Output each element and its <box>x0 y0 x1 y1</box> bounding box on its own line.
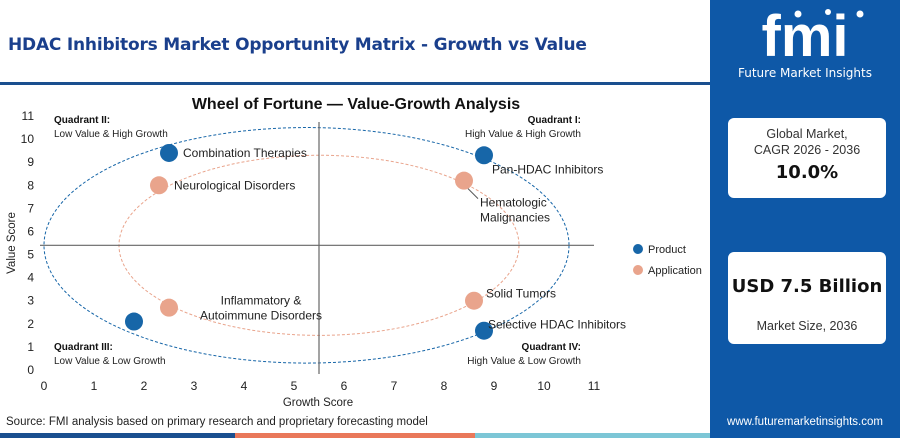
quadrant-title: Quadrant IV: <box>522 342 581 353</box>
y-tick-label: 3 <box>27 294 34 308</box>
y-tick-label: 6 <box>27 224 34 238</box>
source-note: Source: FMI analysis based on primary re… <box>6 416 428 428</box>
logo-subtitle: Future Market Insights <box>737 66 872 80</box>
header-divider <box>0 82 710 85</box>
point-label: Neurological Disorders <box>174 178 295 192</box>
opportunity-matrix-chart: Wheel of Fortune — Value-Growth Analysis… <box>6 96 702 409</box>
x-tick-label: 5 <box>291 379 298 393</box>
point-label: Solid Tumors <box>486 287 556 301</box>
y-tick-label: 11 <box>22 109 35 123</box>
quadrant-description: Low Value & Low Growth <box>54 356 166 367</box>
quadrant-title: Quadrant II: <box>54 115 110 126</box>
quadrant-title: Quadrant III: <box>54 342 113 353</box>
header: HDAC Inhibitors Market Opportunity Matri… <box>0 0 710 88</box>
x-tick-label: 6 <box>341 379 348 393</box>
page-title: HDAC Inhibitors Market Opportunity Matri… <box>8 35 587 55</box>
x-axis-label: Growth Score <box>283 397 353 409</box>
x-tick-label: 2 <box>141 379 148 393</box>
logo-text: fmi <box>762 4 849 66</box>
y-tick-label: 0 <box>27 363 34 377</box>
y-tick-label: 9 <box>27 155 34 169</box>
application-point <box>160 298 178 317</box>
x-tick-label: 0 <box>41 379 48 393</box>
point-label: Inflammatory & Autoimmune Disorders <box>200 294 322 323</box>
fmi-logo-mark: fmi <box>762 4 864 69</box>
market-size-card: USD 7.5 Billion Market Size, 2036 <box>728 252 886 344</box>
quadrant-description: High Value & Low Growth <box>467 356 581 367</box>
point-label: Hematologic Malignancies <box>480 196 550 225</box>
sidebar: fmi Future Market Insights Global Market… <box>710 0 900 438</box>
x-tick-label: 11 <box>588 379 601 393</box>
application-point <box>455 171 473 190</box>
cagr-label: Global Market, CAGR 2026 - 2036 <box>753 127 861 157</box>
cagr-card: Global Market, CAGR 2026 - 2036 10.0% <box>728 118 886 198</box>
y-tick-label: 1 <box>27 340 34 354</box>
x-tick-label: 9 <box>491 379 498 393</box>
product-point <box>475 146 493 165</box>
fmi-logo: fmi Future Market Insights <box>710 0 900 90</box>
quadrant-description: High Value & High Growth <box>465 129 581 140</box>
product-point <box>125 312 143 331</box>
quadrant-description: Low Value & High Growth <box>54 129 168 140</box>
label-leader-line <box>467 188 479 200</box>
application-point <box>465 291 483 310</box>
legend-marker <box>633 244 643 254</box>
point-label: Combination Therapies <box>183 146 307 160</box>
market-size-value: USD 7.5 Billion <box>731 276 883 297</box>
point-label: Selective HDAC Inhibitors <box>488 318 626 332</box>
y-tick-label: 2 <box>27 317 34 331</box>
x-tick-label: 7 <box>391 379 398 393</box>
y-tick-label: 10 <box>21 132 35 146</box>
y-tick-label: 5 <box>27 248 34 262</box>
website-link[interactable]: www.futuremarketinsights.com <box>727 416 883 428</box>
cagr-value: 10.0% <box>775 162 839 183</box>
y-axis-label: Value Score <box>6 212 18 274</box>
x-tick-label: 3 <box>191 379 198 393</box>
product-point <box>475 321 493 340</box>
x-tick-label: 4 <box>241 379 248 393</box>
y-tick-label: 8 <box>27 178 34 192</box>
legend-label: Product <box>648 244 686 256</box>
legend-marker <box>633 265 643 275</box>
market-size-label: Market Size, 2036 <box>756 319 858 333</box>
x-tick-label: 1 <box>91 379 98 393</box>
y-tick-label: 7 <box>27 201 34 215</box>
product-point <box>160 143 178 162</box>
x-tick-label: 8 <box>441 379 448 393</box>
quadrant-title: Quadrant I: <box>528 115 581 126</box>
bottom-color-bar <box>0 433 710 438</box>
y-tick-label: 4 <box>27 271 34 285</box>
legend-label: Application <box>648 265 702 277</box>
chart-area: Wheel of Fortune — Value-Growth Analysis… <box>0 88 710 418</box>
point-label: Pan-HDAC Inhibitors <box>492 162 603 176</box>
application-point <box>150 176 168 195</box>
x-tick-label: 10 <box>537 379 551 393</box>
chart-title: Wheel of Fortune — Value-Growth Analysis <box>192 96 520 113</box>
